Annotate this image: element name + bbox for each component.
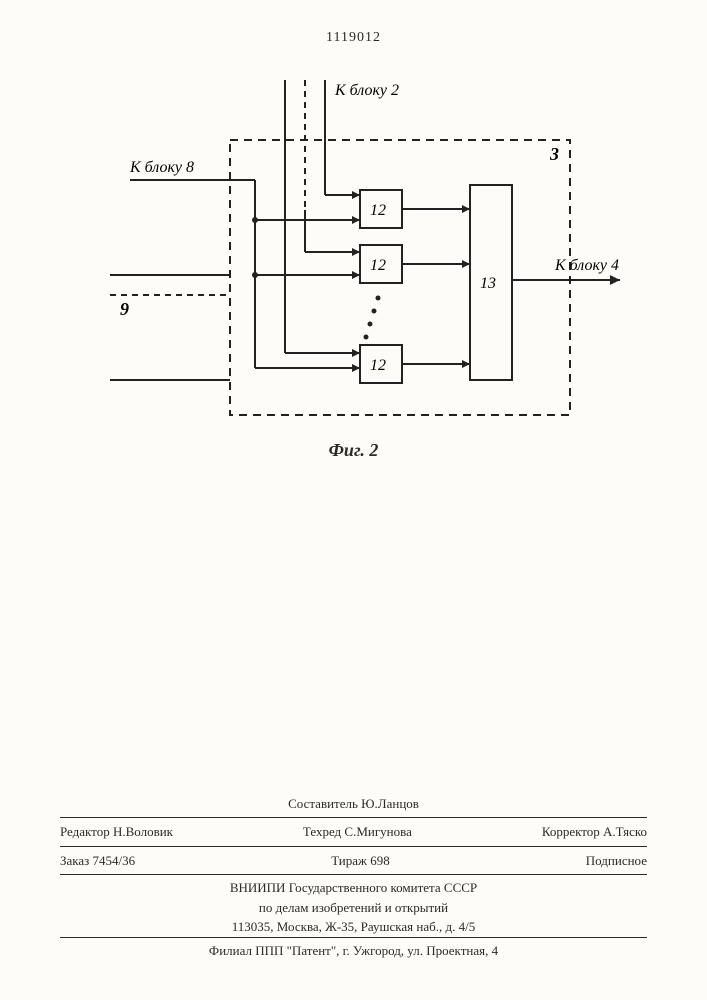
ellipsis-dot [372, 309, 377, 314]
editor: Редактор Н.Воловик [60, 822, 173, 842]
footer-compiler-row: Составитель Ю.Ланцов [60, 790, 647, 818]
org-address: 113035, Москва, Ж-35, Раушская наб., д. … [60, 917, 647, 937]
block-diagram: 3 К блоку 2 К блоку 8 9 12 12 12 [90, 80, 620, 440]
block-12b-label: 12 [370, 257, 386, 274]
junction-1 [252, 217, 258, 223]
container-label: 3 [549, 144, 559, 164]
ellipsis-dot [368, 322, 373, 327]
subscription: Подписное [586, 851, 647, 871]
left-input-label: К блоку 8 [129, 159, 194, 176]
corrector: Корректор А.Тяско [542, 822, 647, 842]
junction-2 [252, 272, 258, 278]
block-12c-label: 12 [370, 357, 386, 374]
bus-label: 9 [120, 299, 129, 319]
output-label: К блоку 4 [554, 257, 619, 274]
block-12a-label: 12 [370, 202, 386, 219]
tech-editor: Техред С.Мигунова [303, 822, 412, 842]
arrow-12a-bot [352, 216, 360, 224]
footer-branch: Филиал ППП "Патент", г. Ужгород, ул. Про… [60, 937, 647, 961]
arrow-12b-top [352, 248, 360, 256]
arrow-12a-top [352, 191, 360, 199]
output-arrow [610, 275, 620, 285]
footer-block: Составитель Ю.Ланцов Редактор Н.Воловик … [60, 790, 647, 961]
ellipsis-dot [376, 296, 381, 301]
figure-caption: Фиг. 2 [329, 440, 379, 461]
arrow-12a-13 [462, 205, 470, 213]
top-input-label: К блоку 2 [334, 82, 399, 99]
page-number: 1119012 [326, 30, 381, 46]
arrow-12b-bot [352, 271, 360, 279]
footer-org: ВНИИПИ Государственного комитета СССР по… [60, 874, 647, 937]
footer-order-row: Заказ 7454/36 Тираж 698 Подписное [60, 846, 647, 875]
footer-editors-row: Редактор Н.Воловик Техред С.Мигунова Кор… [60, 817, 647, 846]
ellipsis-dot [364, 335, 369, 340]
block-13-label: 13 [480, 275, 496, 292]
order: Заказ 7454/36 [60, 851, 135, 871]
diagram-svg: 3 К блоку 2 К блоку 8 9 12 12 12 [90, 80, 620, 440]
arrow-12b-13 [462, 260, 470, 268]
circulation: Тираж 698 [331, 851, 390, 871]
arrow-12c-13 [462, 360, 470, 368]
org-line1: ВНИИПИ Государственного комитета СССР [60, 878, 647, 898]
compiler: Составитель Ю.Ланцов [288, 794, 419, 814]
arrow-12c-top [352, 349, 360, 357]
arrow-12c-bot [352, 364, 360, 372]
org-line2: по делам изобретений и открытий [60, 898, 647, 918]
